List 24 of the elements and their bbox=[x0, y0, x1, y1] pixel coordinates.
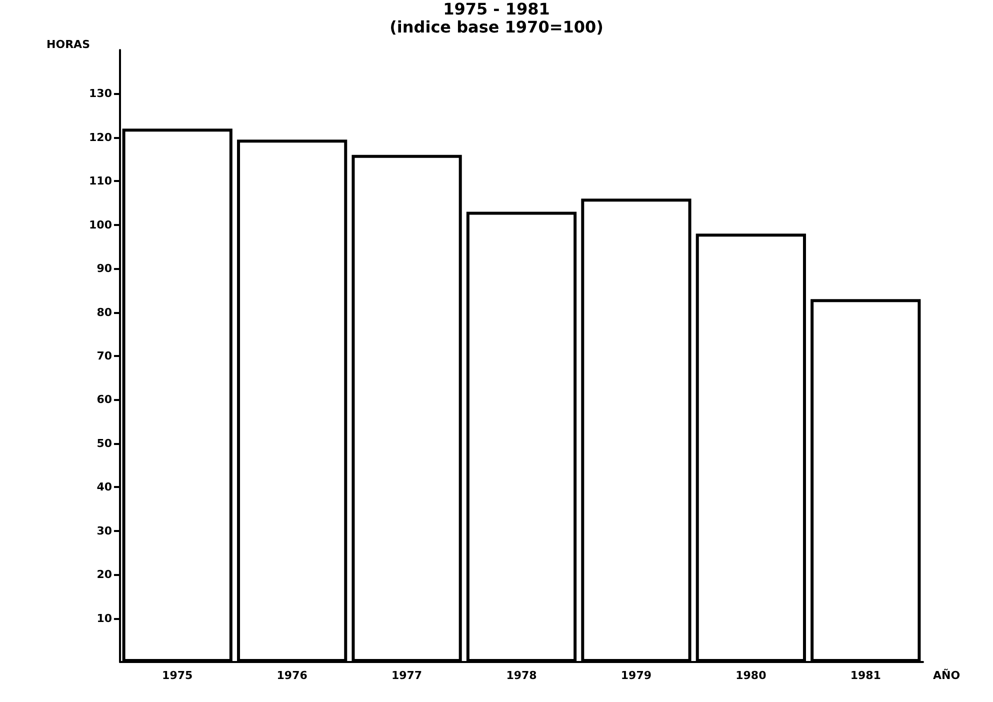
x-tick-label: 1981 bbox=[850, 669, 881, 682]
y-tick-label: 40 bbox=[96, 480, 112, 494]
x-tick-label: 1975 bbox=[162, 669, 193, 682]
x-tick-label: 1976 bbox=[276, 669, 308, 682]
x-tick-label: 1977 bbox=[391, 669, 422, 682]
y-tick-label: 10 bbox=[96, 612, 112, 625]
y-axis-title: HORAS bbox=[46, 38, 90, 51]
y-tick-label: 80 bbox=[96, 306, 112, 319]
y-tick-label: 70 bbox=[96, 350, 112, 362]
chart-title: 1975 - 1981 bbox=[443, 0, 550, 18]
x-tick-label: 1978 bbox=[506, 669, 537, 682]
y-tick-label: 20 bbox=[96, 568, 112, 582]
y-tick-label: 100 bbox=[89, 218, 112, 232]
y-tick-label: 130 bbox=[89, 87, 112, 100]
y-tick-label: 60 bbox=[96, 393, 112, 406]
y-tick-label: 120 bbox=[89, 130, 112, 144]
y-tick-label: 50 bbox=[96, 436, 112, 450]
x-tick-label: 1980 bbox=[736, 669, 767, 682]
y-tick-label: 30 bbox=[96, 524, 112, 538]
y-tick-label: 110 bbox=[89, 174, 112, 188]
x-tick-label: 1979 bbox=[620, 669, 652, 682]
x-axis-title: AÑO bbox=[933, 668, 960, 682]
chart-subtitle: (indice base 1970=100) bbox=[390, 18, 604, 36]
y-tick-label: 90 bbox=[96, 262, 112, 276]
